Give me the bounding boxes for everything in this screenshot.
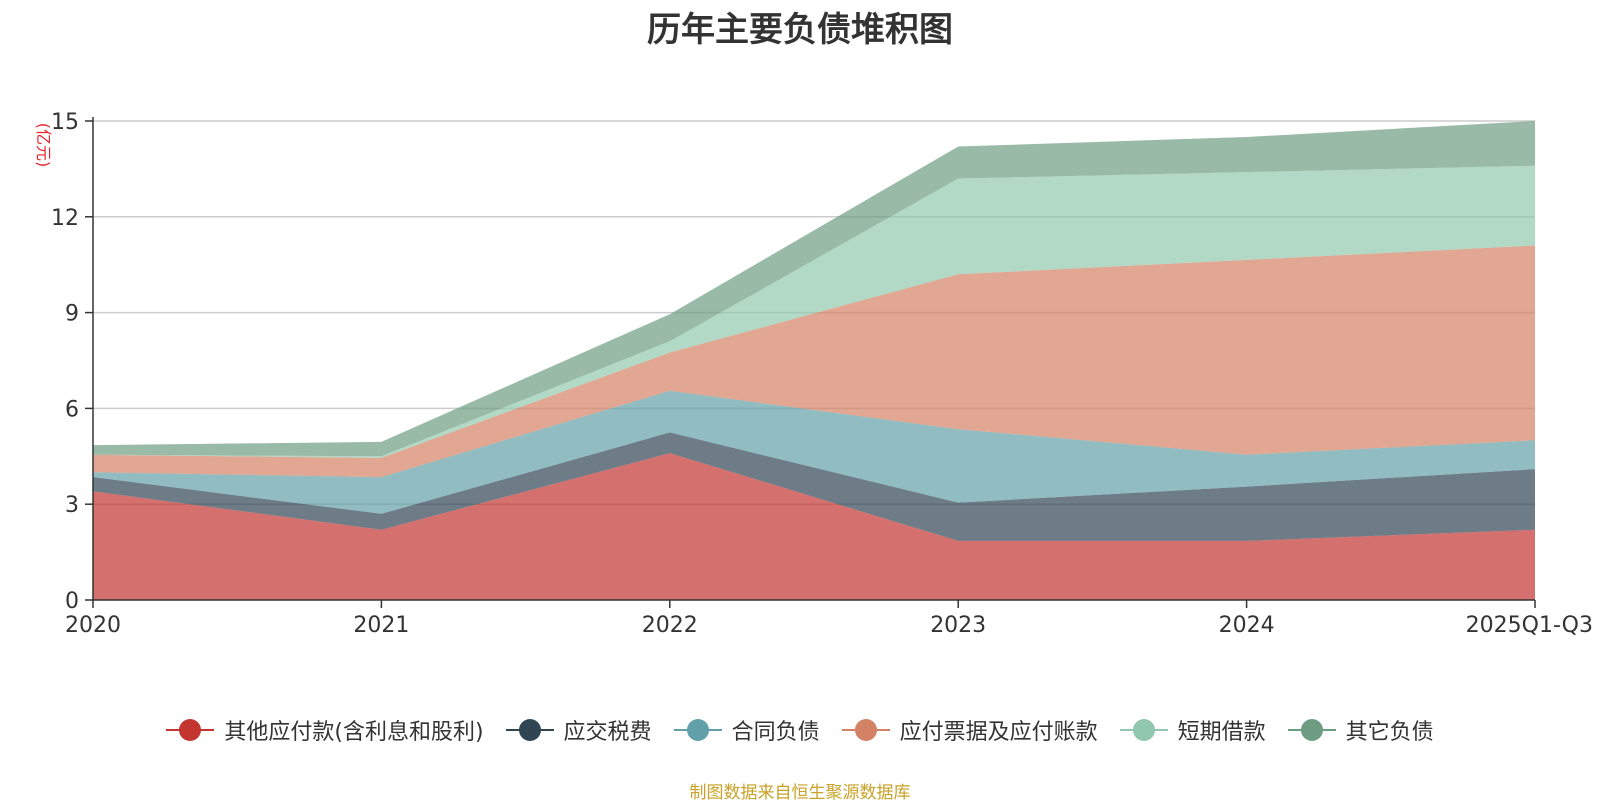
- x-tick-label: 2025Q1-Q3: [1466, 613, 1593, 638]
- source-note: 制图数据来自恒生聚源数据库: [689, 783, 911, 803]
- legend-label: 其它负债: [1345, 720, 1434, 745]
- y-tick-label: 12: [51, 206, 79, 231]
- legend-label: 应付票据及应付账款: [899, 720, 1098, 745]
- y-tick-label: 15: [51, 110, 79, 135]
- legend-item-2[interactable]: 合同负债: [673, 714, 820, 746]
- legend-marker-icon: [166, 718, 215, 742]
- legend-item-0[interactable]: 其他应付款(含利息和股利): [166, 714, 484, 746]
- legend-marker-icon: [841, 718, 890, 742]
- area-series-5[interactable]: [93, 121, 1535, 457]
- y-axis-unit-label: (亿元): [34, 123, 53, 168]
- x-tick-label: 2021: [353, 613, 409, 638]
- legend-label: 短期借款: [1177, 720, 1266, 745]
- legend-item-4[interactable]: 短期借款: [1119, 714, 1266, 746]
- axes: 0 3 6 9 12 15 2020 2021 2022 2023 2024 2025Q1-Q3: [51, 110, 1593, 638]
- x-tick-label: 2023: [930, 613, 986, 638]
- legend-marker-icon: [1119, 718, 1168, 742]
- legend-marker-icon: [673, 718, 722, 742]
- y-tick-label: 0: [65, 589, 79, 614]
- legend-label: 其他应付款(含利息和股利): [224, 720, 484, 745]
- legend-marker-icon: [505, 718, 554, 742]
- legend-marker-icon: [1287, 718, 1336, 742]
- area-series-4[interactable]: [93, 165, 1535, 458]
- area-series-1[interactable]: [93, 432, 1535, 541]
- legend-label: 应交税费: [563, 720, 652, 745]
- chart-title: 历年主要负债堆积图: [647, 10, 953, 50]
- legend-item-3[interactable]: 应付票据及应付账款: [841, 714, 1098, 746]
- x-tick-label: 2022: [642, 613, 698, 638]
- legend: 其他应付款(含利息和股利) 应交税费 合同负债 应付票据及应付账款 短期借款 其它负债: [0, 714, 1600, 746]
- area-series-0[interactable]: [93, 453, 1535, 600]
- stacked-areas: [93, 121, 1535, 600]
- area-series-3[interactable]: [93, 245, 1535, 478]
- legend-item-5[interactable]: 其它负债: [1287, 714, 1434, 746]
- x-tick-label: 2020: [65, 613, 121, 638]
- legend-item-1[interactable]: 应交税费: [505, 714, 652, 746]
- x-tick-label: 2024: [1219, 613, 1275, 638]
- area-series-2[interactable]: [93, 390, 1535, 514]
- y-tick-label: 6: [65, 397, 79, 422]
- legend-label: 合同负债: [731, 720, 820, 745]
- y-tick-label: 9: [65, 302, 79, 327]
- y-tick-label: 3: [65, 493, 79, 518]
